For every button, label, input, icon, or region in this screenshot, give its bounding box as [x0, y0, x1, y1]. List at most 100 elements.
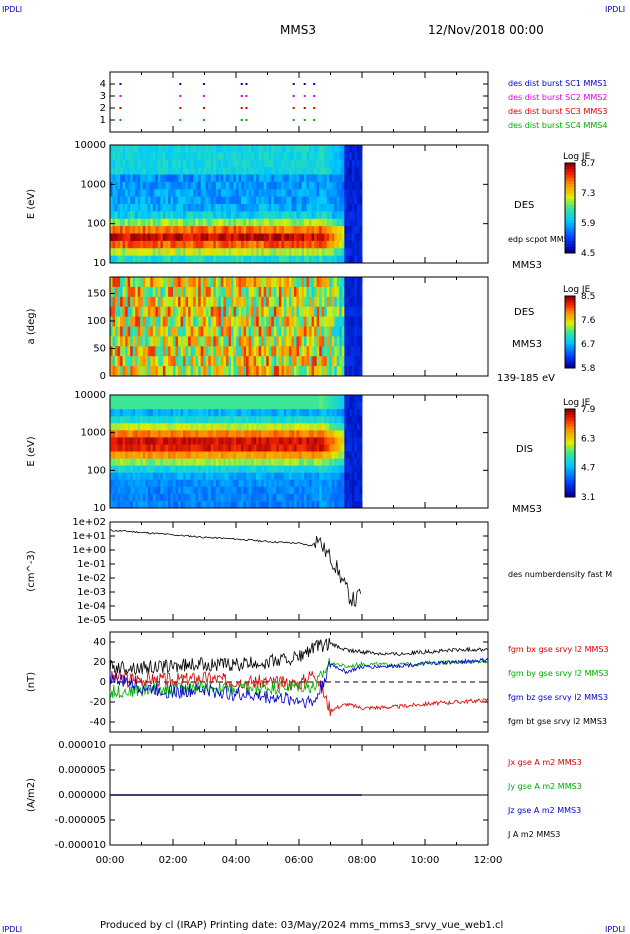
heatmap-cell	[319, 248, 323, 257]
heatmap-cell	[137, 451, 141, 459]
heatmap-cell	[127, 465, 131, 474]
heatmap-cell	[306, 395, 310, 403]
heatmap-cell	[152, 458, 156, 467]
heatmap-cell	[351, 316, 355, 327]
heatmap-cell	[251, 451, 255, 459]
heatmap-cell	[180, 346, 184, 357]
heatmap-cell	[203, 189, 207, 198]
heatmap-cell	[236, 346, 239, 357]
heatmap-cell	[190, 233, 194, 242]
heatmap-cell	[193, 346, 197, 357]
heatmap-cell	[326, 196, 330, 205]
heatmap-cell	[319, 346, 323, 357]
heatmap-cell	[132, 437, 136, 445]
heatmap-cell	[276, 500, 280, 509]
heatmap-cell	[314, 296, 318, 308]
heatmap-cell	[208, 465, 212, 474]
heatmap-cell	[299, 493, 302, 502]
heatmap-cell	[142, 218, 146, 227]
heatmap-cell	[296, 336, 300, 347]
heatmap-cell	[248, 174, 252, 183]
heatmap-cell	[326, 326, 330, 337]
heatmap-cell	[225, 458, 229, 467]
heatmap-cell	[266, 437, 270, 445]
heatmap-cell	[220, 204, 224, 212]
heatmap-cell	[147, 211, 151, 220]
heatmap-cell	[132, 346, 136, 357]
heatmap-cell	[236, 402, 239, 410]
heatmap-cell	[246, 218, 249, 227]
heatmap-cell	[120, 366, 123, 377]
heatmap-cell	[205, 218, 209, 227]
heatmap-cell	[329, 181, 333, 190]
heatmap-cell	[286, 181, 290, 190]
heatmap-cell	[210, 402, 214, 410]
heatmap-cell	[193, 493, 197, 502]
heatmap-cell	[251, 336, 255, 347]
heatmap-cell	[344, 356, 348, 367]
heatmap-cell	[238, 472, 242, 481]
heatmap-cell	[243, 395, 247, 403]
heatmap-cell	[248, 196, 252, 205]
heatmap-cell	[205, 465, 209, 474]
heatmap-cell	[112, 233, 116, 242]
heatmap-cell	[200, 145, 204, 153]
heatmap-cell	[263, 356, 267, 367]
burst-mark	[179, 83, 182, 85]
heatmap-cell	[306, 486, 310, 495]
heatmap-cell	[271, 286, 275, 298]
heatmap-cell	[167, 465, 171, 474]
heatmap-cell	[142, 226, 146, 234]
heatmap-cell	[205, 409, 209, 417]
heatmap-cell	[120, 189, 123, 198]
heatmap-cell	[147, 479, 151, 488]
heatmap-cell	[137, 479, 141, 488]
heatmap-cell	[142, 479, 146, 488]
heatmap-cell	[356, 430, 360, 438]
heatmap-cell	[238, 145, 242, 153]
heatmap-cell	[351, 346, 355, 357]
heatmap-cell	[271, 226, 275, 234]
heatmap-cell	[256, 277, 260, 288]
heatmap-cell	[215, 500, 219, 509]
heatmap-cell	[346, 336, 350, 347]
heatmap-cell	[115, 336, 118, 347]
heatmap-cell	[288, 366, 292, 377]
heatmap-cell	[341, 240, 345, 249]
heatmap-cell	[228, 479, 232, 488]
heatmap-cell	[236, 306, 239, 317]
heatmap-cell	[110, 493, 113, 502]
heatmap-cell	[188, 277, 192, 288]
heatmap-cell	[115, 189, 118, 198]
heatmap-cell	[326, 204, 330, 212]
heatmap-cell	[180, 336, 184, 347]
heatmap-cell	[122, 479, 126, 488]
heatmap-cell	[198, 316, 202, 327]
heatmap-cell	[195, 204, 199, 212]
heatmap-cell	[268, 233, 272, 242]
heatmap-cell	[157, 159, 161, 168]
heatmap-cell	[309, 277, 312, 288]
heatmap-cell	[195, 451, 199, 459]
heatmap-cell	[228, 296, 232, 308]
heatmap-cell	[215, 366, 219, 377]
heatmap-cell	[236, 465, 239, 474]
heatmap-cell	[334, 296, 338, 308]
heatmap-cell	[183, 233, 186, 242]
heatmap-cell	[301, 423, 305, 431]
heatmap-cell	[273, 366, 277, 377]
heatmap-cell	[336, 402, 340, 410]
heatmap-cell	[283, 451, 287, 459]
heatmap-cell	[256, 366, 260, 377]
heatmap-cell	[132, 159, 136, 168]
heatmap-cell	[296, 174, 300, 183]
heatmap-cell	[170, 366, 174, 377]
heatmap-cell	[178, 211, 181, 220]
heatmap-cell	[122, 248, 126, 257]
heatmap-cell	[351, 204, 355, 212]
heatmap-cell	[162, 204, 166, 212]
heatmap-cell	[157, 356, 161, 367]
heatmap-cell	[223, 437, 227, 445]
heatmap-cell	[173, 306, 176, 317]
heatmap-cell	[304, 240, 307, 249]
